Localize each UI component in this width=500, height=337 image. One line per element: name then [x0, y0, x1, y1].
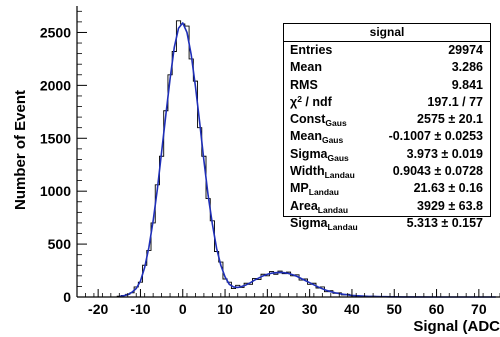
y-tick-label: 500	[48, 236, 72, 252]
stats-box-title: signal	[284, 24, 490, 42]
stats-row: MPLandau 21.63 ± 0.16	[284, 180, 490, 197]
stats-row-value: 3.973 ± 0.019	[406, 146, 483, 161]
stats-row-label: Entries	[290, 42, 332, 59]
stats-label-text: Const	[290, 112, 326, 127]
stats-row-value: 21.63 ± 0.16	[413, 181, 483, 196]
x-tick-label: -20	[88, 301, 108, 317]
fit-curve-layer	[119, 22, 496, 298]
stats-row-value: 2575 ± 20.1	[417, 112, 483, 127]
stats-row-label: Mean	[290, 59, 322, 76]
stats-label-subscript: Landau	[317, 204, 349, 215]
x-tick-label: 70	[471, 301, 487, 317]
stats-label-text: Mean	[290, 60, 322, 75]
stats-row-value: 5.313 ± 0.157	[406, 215, 483, 230]
stats-row-value: 29974	[448, 43, 483, 57]
stats-row-label: MeanGaus	[290, 128, 343, 145]
stats-row: SigmaLandau 5.313 ± 0.157	[284, 215, 490, 232]
stats-box-rows: Entries 29974 Mean 3.286 RMS 9.841 χ2 / ndf 197…	[284, 42, 490, 232]
stats-row: Mean 3.286	[284, 59, 490, 76]
stats-row-label: ConstGaus	[290, 111, 347, 128]
stats-label-subscript: Landau	[324, 170, 355, 181]
stats-label-tail: / ndf	[301, 94, 332, 109]
stats-row-value: 3.286	[451, 60, 483, 75]
stats-label-subscript: Gaus	[327, 152, 349, 163]
stats-row: χ2 / ndf 197.1 / 77	[284, 94, 490, 111]
stats-row-label: χ2 / ndf	[290, 94, 332, 111]
stats-label-text: Area	[290, 198, 318, 213]
stats-label-superscript: 2	[297, 93, 302, 104]
stats-label-text: Width	[290, 164, 325, 179]
stats-row: SigmaGaus 3.973 ± 0.019	[284, 146, 490, 163]
ticks-layer: -20 -10 0 10 20 30 40 50 60 70 0 500 1000 1500 2000 250…	[40, 10, 500, 317]
stats-label-text: RMS	[290, 77, 318, 92]
x-tick-label: 40	[344, 301, 360, 317]
stats-row-value: 3929 ± 63.8	[417, 198, 483, 213]
stats-row: Entries 29974	[284, 42, 490, 59]
stats-label-subscript: Gaus	[325, 118, 347, 129]
stats-label-subscript: Gaus	[321, 135, 344, 146]
stats-label-text: Sigma	[290, 215, 328, 230]
stats-label-text: Sigma	[290, 146, 328, 161]
stats-row: WidthLandau 0.9043 ± 0.0728	[284, 163, 490, 180]
stats-label-text: MP	[290, 181, 309, 196]
x-tick-label: -10	[130, 301, 150, 317]
stats-label-text: Entries	[290, 43, 333, 57]
stats-row: AreaLandau 3929 ± 63.8	[284, 198, 490, 215]
stats-row-value: -0.1007 ± 0.0253	[388, 129, 483, 144]
stats-row: RMS 9.841	[284, 77, 490, 94]
stats-row-label: SigmaLandau	[290, 215, 358, 232]
x-tick-label: 30	[302, 301, 318, 317]
x-axis-label: Signal (ADC	[413, 318, 500, 335]
stats-label-subscript: Landau	[308, 187, 339, 198]
x-tick-label: 60	[429, 301, 445, 317]
y-tick-label: 1500	[40, 130, 71, 146]
y-tick-label: 0	[63, 289, 71, 305]
fit-curve	[119, 22, 496, 298]
stats-row-label: MPLandau	[290, 180, 339, 197]
stats-row-value: 0.9043 ± 0.0728	[392, 164, 483, 179]
stats-row-label: WidthLandau	[290, 163, 355, 180]
stats-row: ConstGaus 2575 ± 20.1	[284, 111, 490, 128]
stats-label-subscript: Landau	[327, 221, 358, 232]
stats-row-value: 197.1 / 77	[427, 94, 483, 109]
stats-label-text: χ	[290, 94, 298, 109]
y-tick-label: 2000	[40, 77, 71, 93]
y-tick-label: 1000	[40, 183, 71, 199]
stats-row-label: AreaLandau	[290, 198, 348, 215]
x-tick-label: 0	[179, 301, 187, 317]
stats-row: MeanGaus -0.1007 ± 0.0253	[284, 128, 490, 145]
x-tick-label: 50	[386, 301, 402, 317]
x-tick-label: 20	[260, 301, 276, 317]
y-tick-label: 2500	[40, 24, 71, 40]
stats-row-label: SigmaGaus	[290, 146, 349, 163]
stats-row-value: 9.841	[451, 77, 483, 92]
y-axis-label: Number of Event	[12, 90, 29, 210]
stats-box: signal Entries 29974 Mean 3.286 RMS 9.841 χ2 /…	[283, 23, 491, 231]
x-tick-label: 10	[217, 301, 233, 317]
stats-row-label: RMS	[290, 77, 318, 94]
stats-label-text: Mean	[290, 129, 322, 144]
